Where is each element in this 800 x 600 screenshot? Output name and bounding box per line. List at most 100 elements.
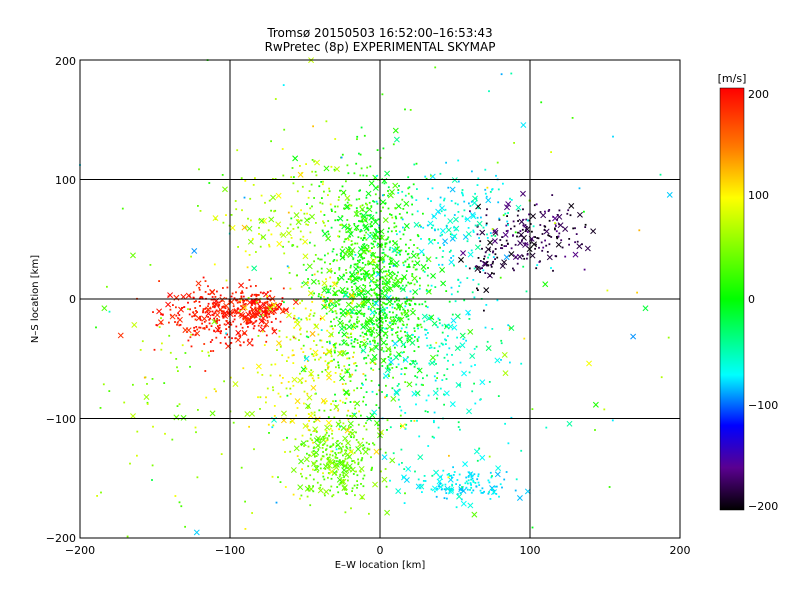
- data-point: [196, 311, 198, 313]
- data-point: [406, 339, 409, 342]
- data-point: [338, 235, 341, 238]
- data-point: [388, 227, 390, 230]
- data-point: [320, 438, 322, 441]
- data-point: [218, 319, 221, 322]
- data-point: [506, 220, 509, 223]
- data-point: [300, 209, 302, 212]
- data-point: [406, 266, 409, 268]
- data-point: [371, 299, 374, 302]
- data-point: [268, 245, 271, 248]
- data-point: [495, 493, 498, 495]
- data-point: [375, 283, 378, 286]
- data-point: [400, 249, 403, 252]
- data-point: [548, 219, 551, 222]
- data-point: [360, 237, 363, 240]
- data-point: [366, 227, 369, 230]
- data-point: [355, 210, 358, 213]
- data-point: [100, 491, 102, 494]
- colorbar-tick-label: −100: [748, 399, 778, 412]
- data-point: [473, 267, 476, 270]
- data-point: [398, 251, 400, 254]
- data-point: [412, 183, 415, 186]
- x-tick-label: 200: [670, 544, 691, 557]
- data-point: [292, 354, 295, 356]
- data-point: [424, 300, 427, 303]
- data-point-cross: [255, 363, 262, 370]
- data-point: [467, 482, 469, 485]
- data-point-cross: [384, 509, 391, 516]
- data-point: [434, 66, 437, 69]
- data-point: [432, 224, 435, 227]
- data-point-cross: [502, 370, 509, 377]
- data-point: [498, 218, 501, 221]
- data-point: [430, 488, 433, 491]
- data-point: [373, 291, 376, 294]
- data-point: [383, 358, 386, 360]
- data-point: [332, 494, 335, 496]
- data-point: [485, 222, 488, 225]
- data-point: [363, 247, 366, 250]
- data-point: [290, 176, 293, 178]
- data-point-cross: [344, 194, 351, 201]
- data-point: [349, 319, 352, 322]
- data-point: [303, 212, 306, 215]
- data-point: [482, 226, 485, 229]
- data-point: [506, 242, 509, 245]
- data-point: [374, 310, 376, 313]
- data-point-cross: [349, 430, 356, 437]
- data-point-cross: [392, 340, 399, 347]
- data-point: [517, 209, 520, 212]
- data-point: [342, 273, 345, 276]
- data-point: [608, 486, 611, 488]
- data-point: [217, 325, 219, 327]
- data-point: [293, 314, 296, 317]
- colorbar: [m/s] 200 100 0 −100 −200: [718, 72, 779, 513]
- data-point: [386, 336, 388, 339]
- data-point: [325, 352, 328, 355]
- data-point: [251, 237, 254, 240]
- data-point: [492, 256, 495, 258]
- data-point: [405, 367, 408, 370]
- data-point: [468, 471, 470, 474]
- data-point: [161, 342, 163, 345]
- data-point: [356, 214, 358, 217]
- data-point: [249, 197, 252, 200]
- data-point: [313, 273, 316, 276]
- data-point: [496, 161, 499, 164]
- data-point: [211, 339, 214, 341]
- data-point: [355, 287, 358, 290]
- data-point: [263, 344, 266, 346]
- data-point: [336, 219, 339, 221]
- data-point-cross: [354, 400, 361, 407]
- data-point: [327, 458, 329, 460]
- data-point: [322, 475, 325, 478]
- data-point: [375, 279, 378, 282]
- data-point: [315, 455, 318, 457]
- data-point-cross: [381, 454, 388, 461]
- data-point: [262, 314, 265, 316]
- data-point-cross: [328, 458, 334, 465]
- data-point: [378, 224, 381, 227]
- data-point: [404, 346, 406, 348]
- data-point: [312, 490, 315, 493]
- data-point: [308, 190, 311, 192]
- data-point: [359, 346, 361, 348]
- data-point: [307, 360, 309, 362]
- data-point: [425, 399, 428, 402]
- data-point: [300, 494, 303, 497]
- data-point: [356, 322, 359, 324]
- data-point-cross: [483, 287, 490, 294]
- data-point: [295, 299, 298, 301]
- data-point: [378, 406, 380, 409]
- data-point: [476, 478, 479, 481]
- data-point: [344, 511, 347, 514]
- data-point: [303, 370, 306, 373]
- data-point: [329, 335, 332, 338]
- data-point: [479, 489, 482, 492]
- data-point: [327, 194, 329, 196]
- data-point: [381, 306, 384, 309]
- data-point: [370, 380, 373, 382]
- data-point: [356, 339, 359, 341]
- data-point: [344, 328, 347, 331]
- data-point-cross: [359, 494, 366, 500]
